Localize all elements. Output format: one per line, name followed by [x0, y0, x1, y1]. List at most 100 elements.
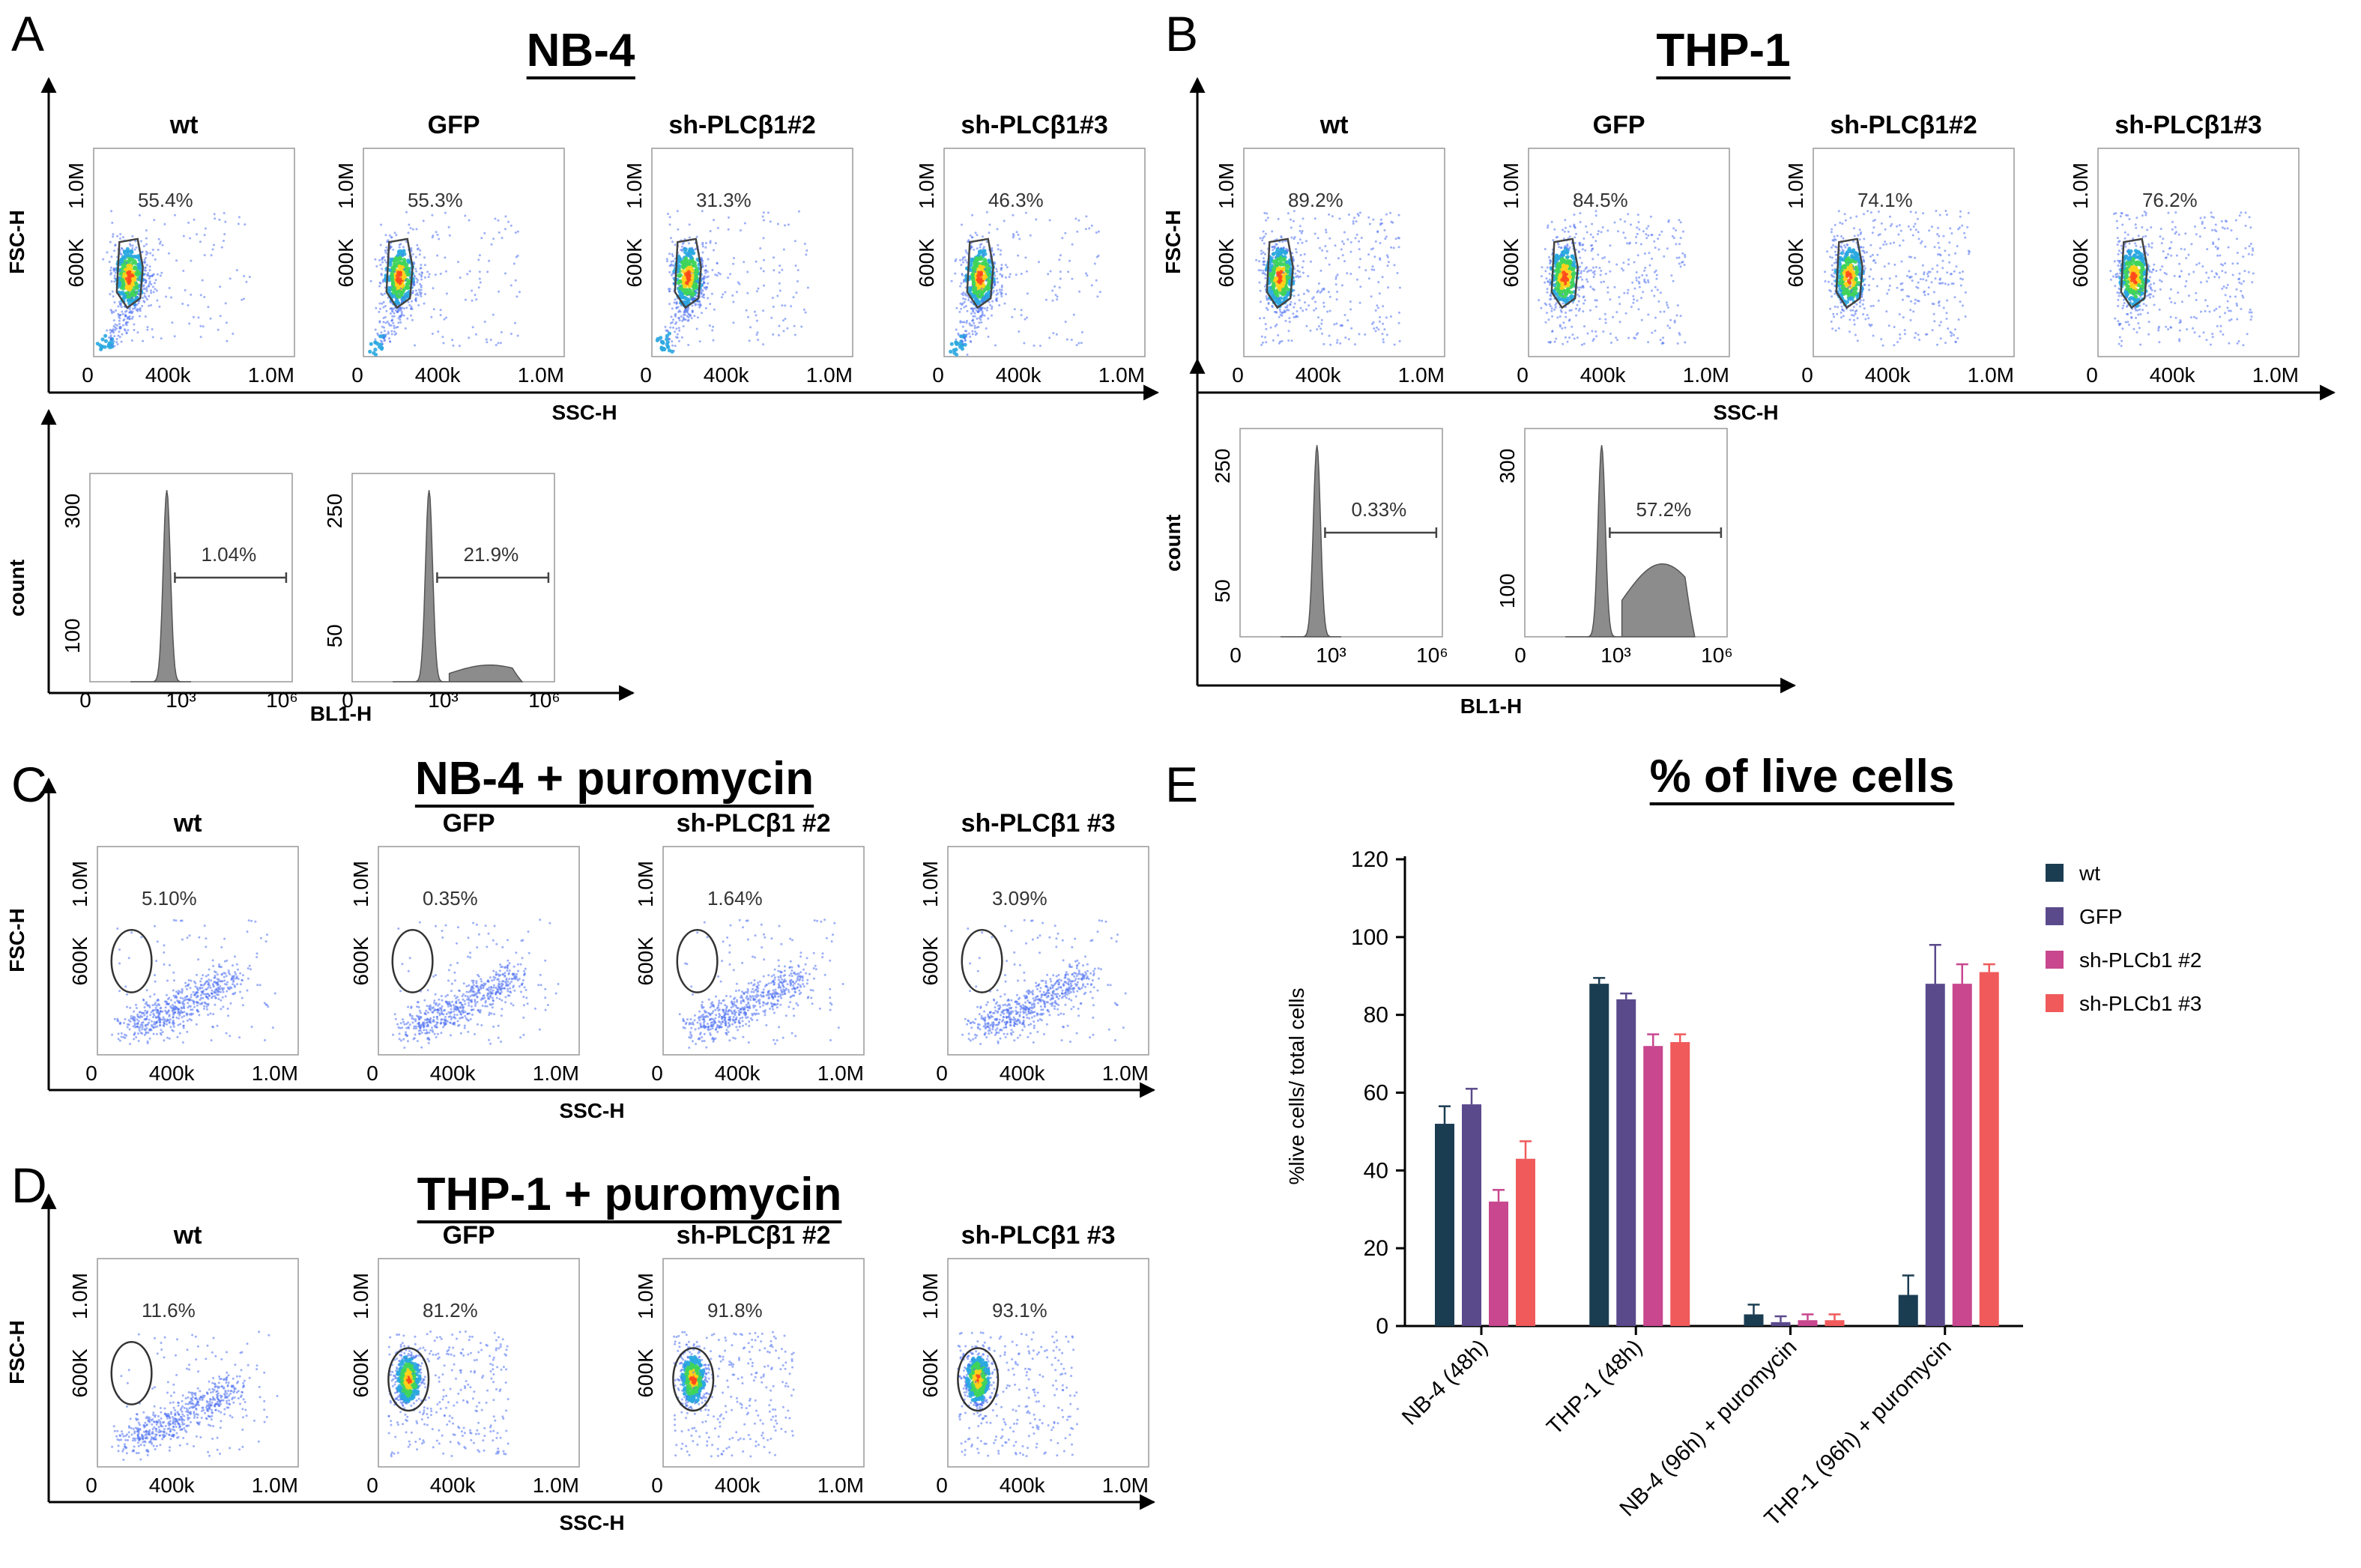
event-dot — [1563, 230, 1566, 233]
event-dot — [955, 306, 958, 309]
event-dot — [1930, 281, 1933, 284]
event-dot — [2192, 327, 2195, 330]
event-dot — [1282, 271, 1285, 274]
event-dot — [243, 297, 245, 300]
event-dot — [1923, 271, 1926, 274]
event-dot — [1889, 225, 1892, 228]
event-dot — [969, 340, 972, 343]
event-dot — [395, 277, 399, 282]
event-dot — [1573, 225, 1576, 228]
event-dot — [116, 234, 119, 237]
event-dot — [1316, 328, 1319, 331]
event-dot — [704, 269, 706, 272]
event-dot — [403, 307, 405, 310]
event-dot — [468, 219, 471, 222]
event-dot — [391, 309, 393, 312]
event-dot — [420, 291, 423, 294]
event-dot — [1914, 256, 1917, 259]
event-dot — [483, 321, 486, 323]
event-dot — [1327, 291, 1330, 294]
event-dot — [1278, 342, 1281, 345]
event-dot — [704, 246, 707, 249]
event-dot — [973, 248, 976, 251]
event-dot — [1393, 264, 1396, 267]
event-dot — [762, 237, 765, 240]
event-dot — [1609, 298, 1612, 301]
event-dot — [763, 258, 765, 261]
event-dot — [115, 327, 118, 330]
event-dot — [373, 348, 378, 352]
event-dot — [964, 298, 967, 301]
event-dot — [1594, 214, 1597, 217]
event-dot — [962, 294, 964, 297]
event-dot — [1260, 300, 1262, 303]
event-dot — [420, 264, 423, 267]
event-dot — [980, 287, 983, 290]
event-dot — [142, 245, 145, 247]
event-dot — [1627, 263, 1630, 266]
event-dot — [1287, 259, 1292, 264]
event-dot — [1912, 310, 1915, 313]
y-tick-label: 600K — [623, 238, 646, 288]
event-dot — [991, 291, 994, 294]
event-dot — [1854, 276, 1858, 281]
event-dot — [1594, 266, 1597, 269]
event-dot — [675, 336, 677, 339]
event-dot — [1398, 339, 1401, 342]
event-dot — [701, 312, 704, 315]
event-dot — [1373, 327, 1376, 330]
event-dot — [683, 284, 687, 289]
event-dot — [1909, 309, 1912, 312]
event-dot — [127, 321, 130, 324]
event-dot — [1932, 303, 1935, 306]
event-dot — [1260, 269, 1263, 272]
event-dot — [394, 309, 397, 312]
event-dot — [2144, 214, 2147, 217]
event-dot — [478, 254, 481, 257]
event-dot — [114, 271, 117, 274]
x-tick-label: 400k — [145, 363, 192, 387]
x-tick-label: 1.0M — [1398, 363, 1445, 387]
event-dot — [1897, 233, 1900, 236]
event-dot — [1269, 276, 1274, 281]
event-dot — [1558, 246, 1561, 249]
event-dot — [474, 333, 477, 336]
event-dot — [130, 317, 133, 320]
event-dot — [108, 336, 111, 339]
event-dot — [390, 301, 393, 304]
event-dot — [118, 300, 121, 303]
event-dot — [1888, 285, 1891, 287]
event-dot — [2152, 268, 2155, 271]
event-dot — [994, 274, 997, 277]
event-dot — [2149, 276, 2151, 279]
event-dot — [381, 342, 384, 345]
event-dot — [1260, 252, 1263, 255]
event-dot — [1557, 275, 1562, 279]
event-dot — [1359, 258, 1361, 261]
event-dot — [1336, 342, 1338, 344]
event-dot — [1663, 310, 1666, 313]
event-dot — [1828, 280, 1831, 283]
event-dot — [1343, 314, 1346, 316]
event-dot — [1288, 317, 1291, 320]
event-dot — [207, 306, 210, 309]
event-dot — [1920, 240, 1923, 243]
event-dot — [1654, 285, 1657, 288]
event-dot — [1065, 338, 1068, 341]
event-dot — [382, 336, 385, 339]
event-dot — [1000, 295, 1003, 297]
event-dot — [682, 325, 685, 327]
event-dot — [678, 319, 681, 321]
event-dot — [1393, 343, 1396, 346]
event-dot — [1308, 290, 1310, 293]
event-dot — [1076, 230, 1079, 233]
event-dot — [1679, 315, 1682, 318]
event-dot — [1603, 280, 1605, 283]
event-dot — [1586, 270, 1588, 273]
event-dot — [2158, 341, 2161, 344]
event-dot — [672, 282, 675, 285]
event-dot — [2122, 304, 2125, 307]
event-dot — [237, 223, 240, 225]
event-dot — [1262, 260, 1265, 263]
event-dot — [2244, 224, 2247, 227]
